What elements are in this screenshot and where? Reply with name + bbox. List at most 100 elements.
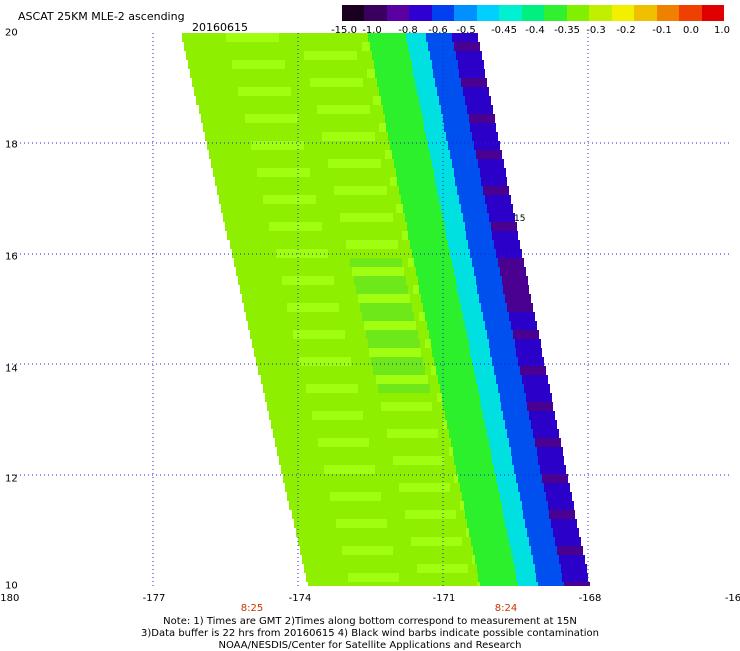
- swath-cell: [432, 60, 458, 69]
- swath-cell: [457, 186, 483, 195]
- swath-cell: [435, 78, 461, 87]
- colorbar-tick-label: -0.35: [554, 25, 580, 36]
- swath-cell: [559, 555, 585, 564]
- swath-cell: [322, 456, 373, 465]
- swath-cell: [399, 483, 450, 492]
- swath-cell: [456, 465, 496, 474]
- swath-cell: [561, 564, 587, 573]
- swath-cell: [478, 573, 518, 582]
- swath-cell: [474, 267, 500, 276]
- swath-cell: [448, 141, 474, 150]
- colorbar-labels: -15.0 -1.0 -0.8 -0.6 -0.5 -0.45 -0.4 -0.35 -0.3-…: [330, 25, 740, 39]
- latitude-label: 10: [5, 580, 18, 592]
- swath-cell: [285, 294, 337, 303]
- swath-cell: [334, 510, 385, 519]
- swath-cell: [234, 69, 287, 78]
- swath-cell: [496, 474, 516, 483]
- swath-cell: [276, 249, 328, 258]
- swath-cell: [336, 195, 389, 204]
- swath-cell: [439, 195, 459, 204]
- swath-cell: [314, 420, 365, 429]
- time-label: 8:24: [494, 603, 518, 614]
- swath-cell: [478, 384, 498, 393]
- colorbar-tick-label: -0.1: [652, 25, 672, 36]
- swath-cell: [392, 150, 432, 159]
- swath-cell: [466, 231, 492, 240]
- swath-cell: [396, 168, 436, 177]
- swath-cell: [498, 258, 524, 267]
- swath-cell: [429, 330, 469, 339]
- swath-cell: [375, 69, 415, 78]
- swath-cell: [383, 105, 423, 114]
- swath-cell: [518, 582, 538, 586]
- swath-cell: [390, 141, 430, 150]
- swath-cell: [414, 258, 454, 267]
- swath-cell: [439, 96, 465, 105]
- swath-cell: [457, 285, 477, 294]
- swath-cell: [330, 492, 381, 501]
- swath-cell: [394, 159, 434, 168]
- swath-cell: [232, 60, 285, 69]
- colorbar: [342, 5, 724, 21]
- swath-cell: [494, 366, 520, 375]
- swath-cell: [494, 240, 520, 249]
- swath-cell: [338, 204, 391, 213]
- swath-cell: [393, 456, 444, 465]
- swath-cell: [362, 312, 414, 321]
- swath-cell: [459, 195, 485, 204]
- swath-cell: [485, 321, 511, 330]
- swath-cell: [372, 51, 412, 60]
- swath-cell: [509, 438, 535, 447]
- colorbar-swatch: [499, 5, 522, 21]
- swath-cell: [243, 105, 296, 114]
- swath-cell: [462, 492, 502, 501]
- swath-cell: [280, 267, 332, 276]
- swath-cell: [516, 573, 536, 582]
- swath-cell: [344, 555, 395, 564]
- swath-cell: [450, 150, 476, 159]
- swath-cell: [358, 294, 410, 303]
- swath-cell: [386, 123, 426, 132]
- swath-cell: [441, 204, 461, 213]
- colorbar-tick-label: -0.3: [586, 25, 606, 36]
- swath-cell: [389, 438, 440, 447]
- swath-cell: [418, 276, 458, 285]
- swath-cell: [483, 411, 503, 420]
- swath-layer: 15: [182, 33, 590, 586]
- footer-note-2: 3)Data buffer is 22 hrs from 20160615 4)…: [141, 628, 599, 639]
- swath-cell: [485, 195, 511, 204]
- swath-cell: [492, 231, 518, 240]
- swath-cell: [319, 114, 372, 123]
- swath-cell: [415, 78, 435, 87]
- swath-cell: [430, 150, 450, 159]
- swath-cell: [240, 96, 293, 105]
- swath-cell: [463, 87, 489, 96]
- colorbar-swatch: [634, 5, 657, 21]
- swath-cell: [536, 573, 562, 582]
- swath-cell: [505, 519, 525, 528]
- swath-cell: [308, 69, 361, 78]
- swath-cell: [465, 222, 491, 231]
- swath-cell: [480, 582, 520, 586]
- swath-cell: [287, 303, 339, 312]
- swath-cell: [427, 321, 467, 330]
- swath-cell: [492, 357, 518, 366]
- swath-cell: [542, 474, 568, 483]
- swath-cell: [412, 60, 432, 69]
- swath-cell: [472, 357, 492, 366]
- swath-cell: [520, 366, 546, 375]
- swath-cell: [417, 564, 468, 573]
- swath-cell: [555, 537, 581, 546]
- swath-cell: [533, 429, 559, 438]
- swath-cell: [410, 51, 430, 60]
- swath-cell: [318, 438, 369, 447]
- swath-cell: [377, 78, 417, 87]
- swath-cell: [360, 303, 412, 312]
- swath-cell: [320, 447, 371, 456]
- swath-cell: [300, 33, 353, 42]
- swath-cell: [535, 564, 561, 573]
- swath-cell: [531, 420, 557, 429]
- colorbar-swatch: [521, 5, 545, 21]
- swath-cell: [374, 60, 414, 69]
- swath-cell: [472, 258, 498, 267]
